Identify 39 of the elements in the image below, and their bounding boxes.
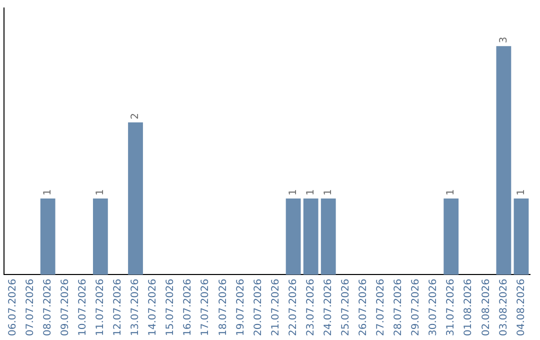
x-tick-label: 03.08.2026 bbox=[498, 278, 510, 336]
x-tick-label: 15.07.2026 bbox=[165, 278, 176, 336]
x-tick-label: 11.07.2026 bbox=[95, 278, 106, 336]
x-tick-label: 21.07.2026 bbox=[270, 278, 282, 336]
x-tick-label: 19.07.2026 bbox=[235, 278, 246, 336]
x-tick-label: 27.07.2026 bbox=[376, 278, 387, 336]
x-tick-label: 10.07.2026 bbox=[77, 278, 88, 336]
data-label: 1 bbox=[305, 189, 316, 196]
x-tick-label: 17.07.2026 bbox=[200, 278, 212, 336]
x-tick-label: 12.07.2026 bbox=[112, 278, 124, 336]
data-label: 1 bbox=[288, 189, 299, 196]
x-tick-label: 02.08.2026 bbox=[480, 278, 492, 336]
x-tick-label: 22.07.2026 bbox=[288, 278, 299, 336]
x-tick-label: 08.07.2026 bbox=[42, 278, 54, 336]
data-label: 3 bbox=[498, 36, 510, 44]
x-tick-label: 09.07.2026 bbox=[60, 278, 71, 336]
x-tick-label: 29.07.2026 bbox=[410, 278, 422, 336]
data-label: 2 bbox=[130, 112, 142, 120]
x-tick-label: 28.07.2026 bbox=[393, 278, 404, 336]
data-label: 1 bbox=[446, 189, 457, 196]
x-tick-label: 13.07.2026 bbox=[130, 278, 142, 336]
data-label: 1 bbox=[322, 189, 334, 196]
x-tick-label: 01.08.2026 bbox=[463, 278, 474, 336]
x-tick-label: 16.07.2026 bbox=[182, 278, 194, 336]
x-tick-label: 06.07.2026 bbox=[7, 278, 18, 336]
x-tick-label: 07.07.2026 bbox=[24, 278, 36, 336]
x-tick-label: 25.07.2026 bbox=[340, 278, 352, 336]
x-tick-label: 14.07.2026 bbox=[148, 278, 159, 336]
x-tick-label: 18.07.2026 bbox=[218, 278, 229, 336]
data-label: 1 bbox=[95, 189, 106, 196]
x-tick-label: 20.07.2026 bbox=[252, 278, 264, 336]
x-tick-label: 04.08.2026 bbox=[516, 278, 527, 336]
x-tick-label: 31.07.2026 bbox=[446, 278, 457, 336]
data-label: 1 bbox=[42, 189, 54, 196]
data-label: 1 bbox=[516, 189, 527, 196]
x-tick-label: 26.07.2026 bbox=[358, 278, 370, 336]
x-tick-label: 24.07.2026 bbox=[322, 278, 334, 336]
x-tick-label: 30.07.2026 bbox=[428, 278, 440, 336]
x-tick-label: 23.07.2026 bbox=[305, 278, 316, 336]
